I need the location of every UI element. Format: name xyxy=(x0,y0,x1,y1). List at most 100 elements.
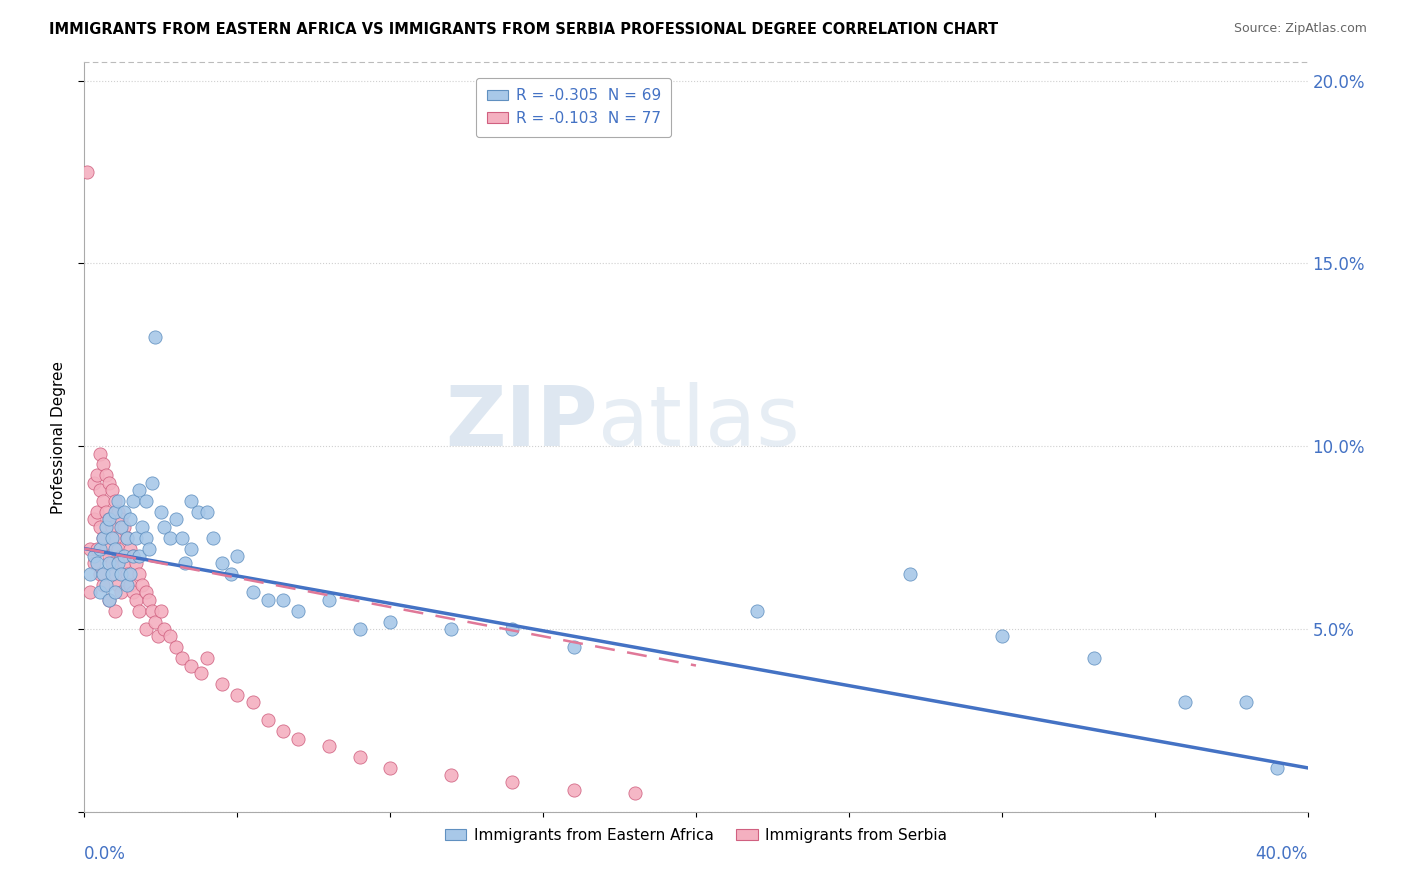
Point xyxy=(104,567,127,582)
Text: 40.0%: 40.0% xyxy=(1256,846,1308,863)
Point xyxy=(107,556,129,570)
Point xyxy=(172,651,194,665)
Point xyxy=(153,622,176,636)
Point xyxy=(110,512,132,526)
Point xyxy=(89,567,111,582)
Point xyxy=(125,556,148,570)
Point xyxy=(91,458,114,472)
Point xyxy=(97,592,120,607)
Point xyxy=(91,578,114,592)
Point xyxy=(91,567,114,582)
Point xyxy=(135,585,157,599)
Point xyxy=(120,578,142,592)
Point xyxy=(79,567,101,582)
Point xyxy=(83,556,105,570)
Point xyxy=(101,519,124,533)
Point xyxy=(112,519,135,533)
Point xyxy=(104,494,127,508)
Point xyxy=(141,604,163,618)
Point xyxy=(107,541,129,556)
Point xyxy=(186,505,208,519)
Point xyxy=(101,483,124,497)
Point xyxy=(174,556,197,570)
Point xyxy=(86,541,108,556)
Point xyxy=(94,578,117,592)
Point xyxy=(180,541,202,556)
Point xyxy=(94,541,117,556)
Point xyxy=(201,531,224,545)
Point xyxy=(115,578,138,592)
Point xyxy=(991,629,1014,643)
Point xyxy=(112,505,135,519)
Point xyxy=(91,531,114,545)
Point xyxy=(172,531,194,545)
Point xyxy=(131,519,153,533)
Point xyxy=(131,578,153,592)
Point xyxy=(86,505,108,519)
Point xyxy=(89,541,111,556)
Point xyxy=(89,483,111,497)
Point xyxy=(120,567,142,582)
Point xyxy=(115,531,138,545)
Point xyxy=(125,592,148,607)
Point xyxy=(143,615,166,629)
Point xyxy=(1265,761,1288,775)
Y-axis label: Professional Degree: Professional Degree xyxy=(51,360,66,514)
Point xyxy=(219,567,242,582)
Point xyxy=(149,604,172,618)
Point xyxy=(110,567,132,582)
Point xyxy=(112,556,135,570)
Point xyxy=(226,688,249,702)
Point xyxy=(1236,695,1258,709)
Point xyxy=(165,512,187,526)
Point xyxy=(97,549,120,563)
Point xyxy=(104,585,127,599)
Point xyxy=(79,585,101,599)
Point xyxy=(128,483,150,497)
Point xyxy=(143,329,166,343)
Point xyxy=(138,541,160,556)
Point xyxy=(86,468,108,483)
Point xyxy=(141,475,163,490)
Point xyxy=(122,494,145,508)
Point xyxy=(271,724,294,739)
Point xyxy=(120,512,142,526)
Point xyxy=(195,505,218,519)
Point xyxy=(624,787,647,801)
Point xyxy=(94,468,117,483)
Point xyxy=(180,658,202,673)
Point xyxy=(138,592,160,607)
Point xyxy=(104,531,127,545)
Point xyxy=(76,165,98,179)
Point xyxy=(135,531,157,545)
Point xyxy=(97,556,120,570)
Point xyxy=(115,531,138,545)
Point xyxy=(195,651,218,665)
Point xyxy=(83,475,105,490)
Point xyxy=(226,549,249,563)
Point xyxy=(135,622,157,636)
Point xyxy=(89,585,111,599)
Point xyxy=(257,714,280,728)
Point xyxy=(125,531,148,545)
Point xyxy=(89,519,111,533)
Point xyxy=(97,512,120,526)
Point xyxy=(190,665,212,680)
Point xyxy=(101,567,124,582)
Point xyxy=(94,505,117,519)
Point xyxy=(562,782,585,797)
Text: 0.0%: 0.0% xyxy=(84,846,127,863)
Point xyxy=(562,640,585,655)
Point xyxy=(110,549,132,563)
Point xyxy=(120,541,142,556)
Point xyxy=(211,677,233,691)
Text: Source: ZipAtlas.com: Source: ZipAtlas.com xyxy=(1233,22,1367,36)
Point xyxy=(380,761,402,775)
Point xyxy=(135,494,157,508)
Point xyxy=(128,549,150,563)
Point xyxy=(104,541,127,556)
Point xyxy=(318,739,340,753)
Point xyxy=(97,475,120,490)
Point xyxy=(107,578,129,592)
Point xyxy=(122,549,145,563)
